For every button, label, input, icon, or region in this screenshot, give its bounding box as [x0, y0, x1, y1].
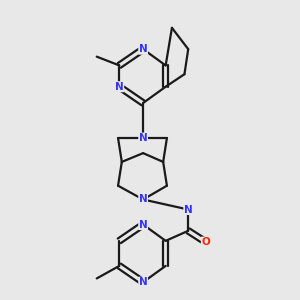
Text: N: N	[115, 82, 124, 92]
Text: N: N	[139, 194, 148, 205]
Text: N: N	[139, 277, 148, 287]
Text: N: N	[139, 44, 148, 54]
Text: N: N	[139, 133, 148, 143]
Text: N: N	[139, 220, 148, 230]
Text: O: O	[201, 237, 210, 247]
Text: N: N	[184, 205, 193, 214]
